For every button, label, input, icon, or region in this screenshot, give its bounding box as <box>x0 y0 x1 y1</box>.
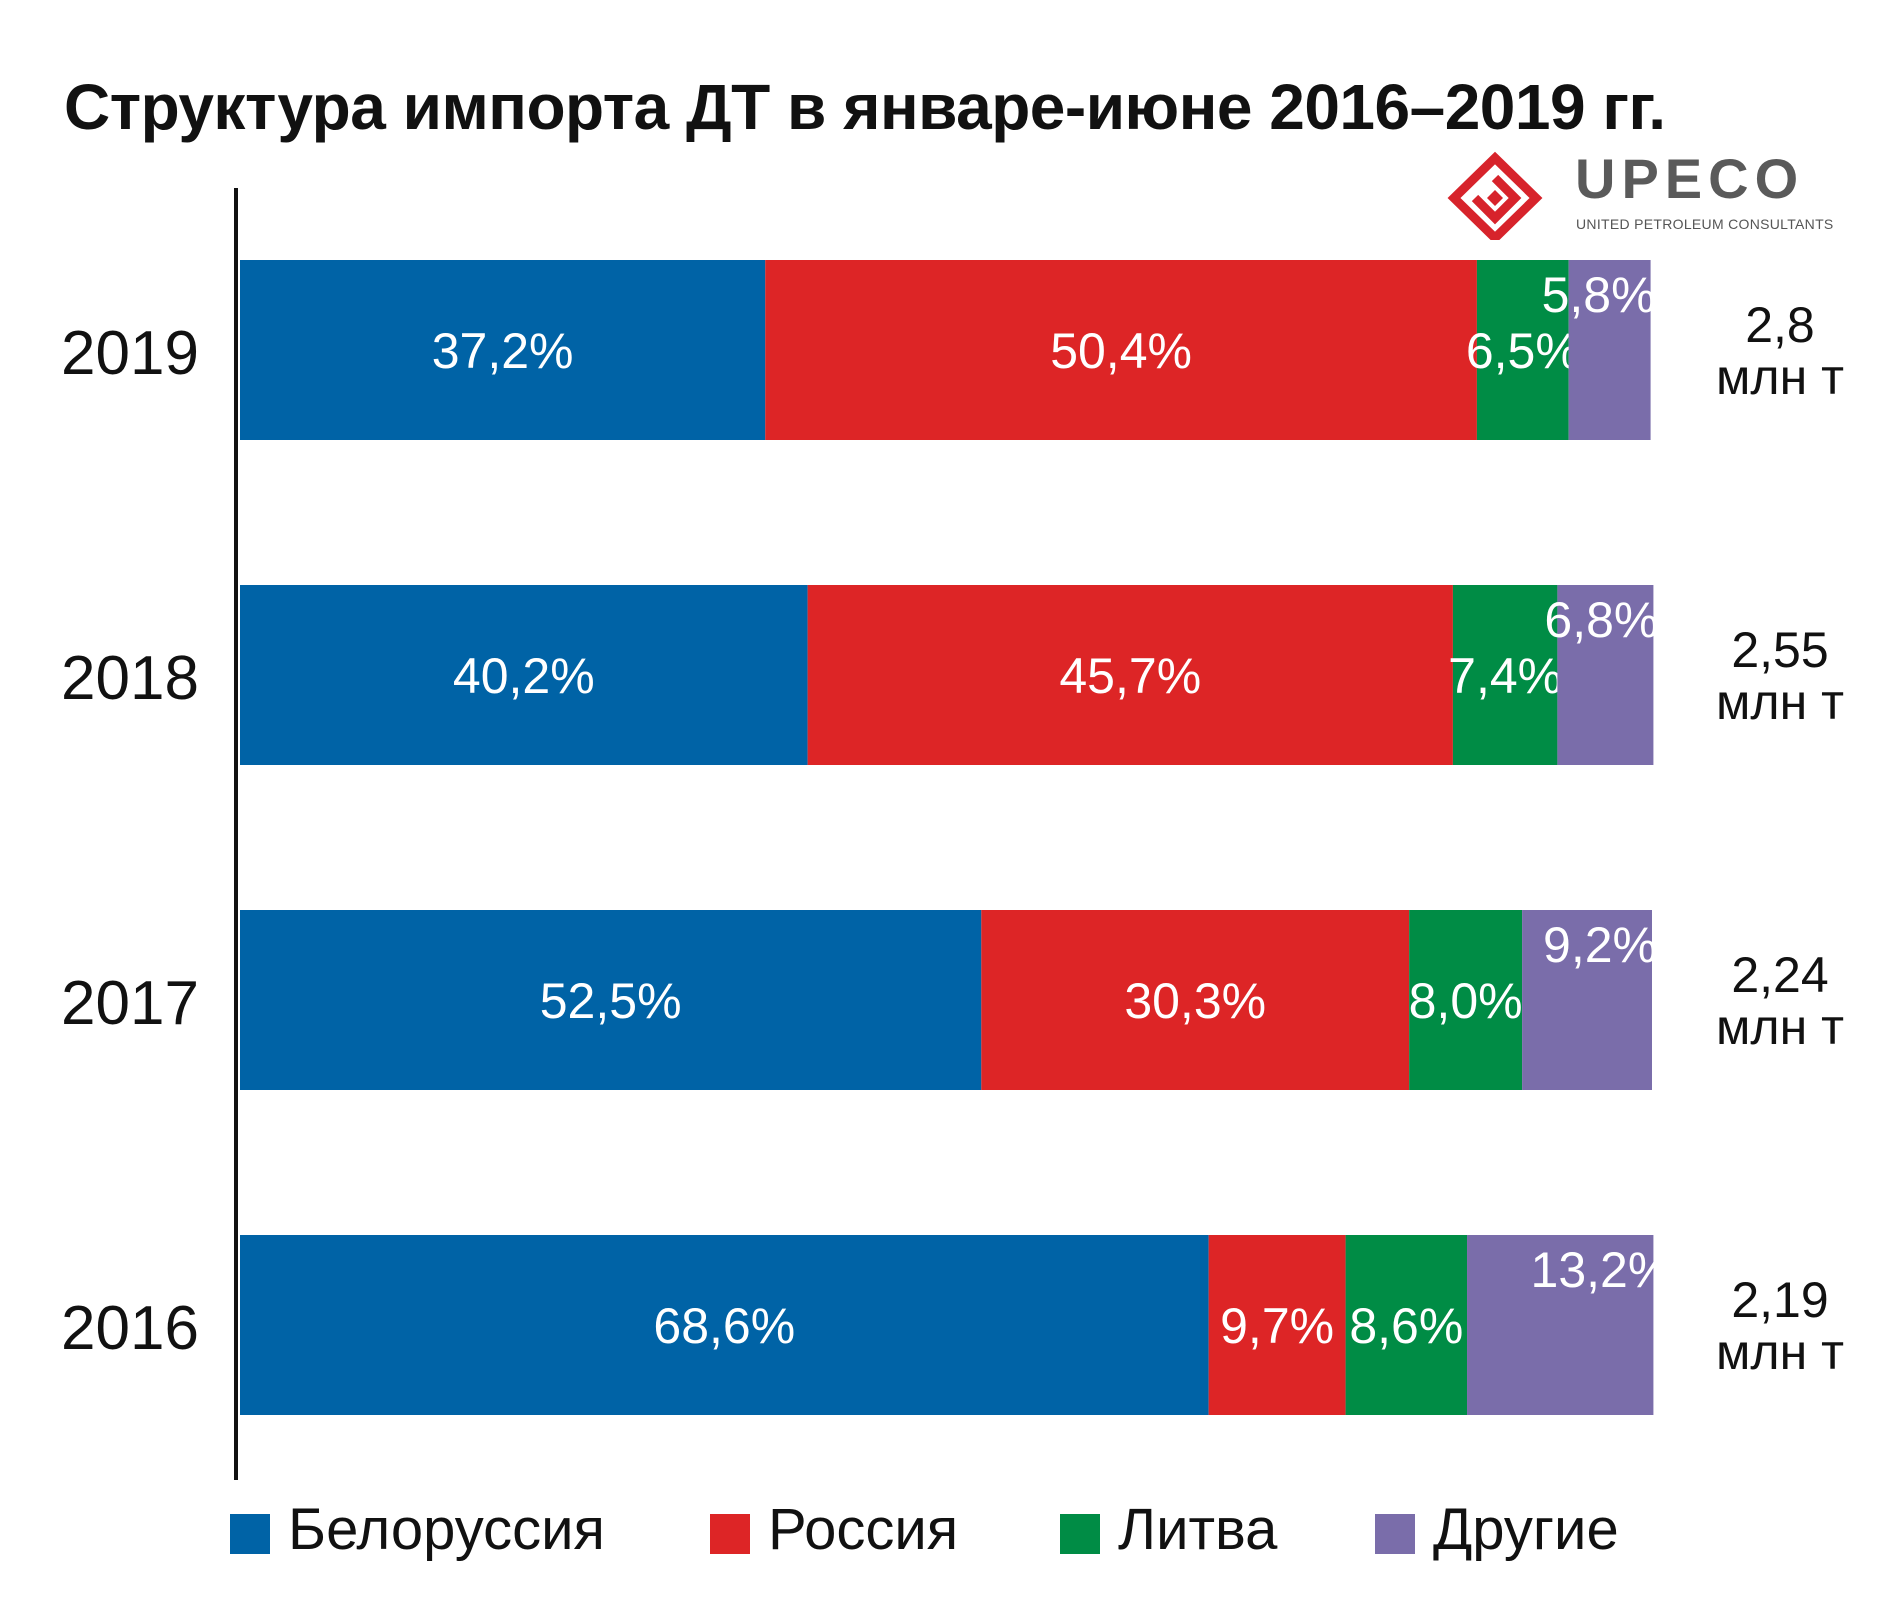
data-label: 9,2% <box>1543 917 1657 973</box>
bar-segment <box>240 910 982 1090</box>
data-label: 37,2% <box>432 323 574 379</box>
data-label: 8,0% <box>1409 973 1523 1029</box>
bar-segment <box>240 585 808 765</box>
data-label: 6,5% <box>1466 323 1580 379</box>
bar-segment <box>1409 910 1523 1090</box>
legend-swatch <box>1375 1514 1415 1554</box>
bar-segment <box>765 260 1477 440</box>
category-label: 2017 <box>61 969 199 1038</box>
legend-swatch <box>710 1514 750 1554</box>
upeco-emblem-icon <box>1447 151 1543 240</box>
bar-segment <box>1467 1235 1654 1415</box>
total-value: 2,55 <box>1731 622 1828 678</box>
bar-segment <box>1345 1235 1468 1415</box>
data-label: 40,2% <box>453 648 595 704</box>
total-unit: млн т <box>1716 349 1844 405</box>
category-label: 2018 <box>61 644 199 713</box>
legend-swatch <box>230 1514 270 1554</box>
legend-label: Другие <box>1433 1497 1619 1562</box>
bar-segment <box>981 910 1410 1090</box>
bar-segment <box>1476 260 1569 440</box>
logo-subtitle: UNITED PETROLEUM CONSULTANTS <box>1576 216 1834 232</box>
data-label: 68,6% <box>653 1298 795 1354</box>
total-value: 2,24 <box>1731 947 1828 1003</box>
data-label: 7,4% <box>1448 648 1562 704</box>
logo-wordmark: UPECO <box>1575 147 1805 210</box>
bar-segment <box>1557 585 1654 765</box>
total-unit: млн т <box>1716 999 1844 1055</box>
legend-label: Белоруссия <box>288 1497 605 1562</box>
legend-label: Россия <box>768 1497 959 1562</box>
data-label: 30,3% <box>1124 973 1266 1029</box>
legend-swatch <box>1060 1514 1100 1554</box>
bar-segment <box>1208 1235 1346 1415</box>
bar-segment <box>1522 910 1652 1090</box>
bar-segment <box>1568 260 1651 440</box>
bar-segment <box>1452 585 1558 765</box>
total-unit: млн т <box>1716 674 1844 730</box>
bar-segment <box>240 260 766 440</box>
total-value: 2,8 <box>1745 297 1815 353</box>
bar-segment <box>240 1235 1209 1415</box>
legend-label: Литва <box>1118 1497 1278 1562</box>
category-label: 2016 <box>61 1294 199 1363</box>
total-value: 2,19 <box>1731 1272 1828 1328</box>
data-label: 50,4% <box>1050 323 1192 379</box>
data-label: 5,8% <box>1542 267 1656 323</box>
chart-title: Структура импорта ДТ в январе-июне 2016–… <box>64 71 1666 143</box>
bar-segment <box>807 585 1453 765</box>
data-label: 9,7% <box>1220 1298 1334 1354</box>
upeco-logo: UPECO UNITED PETROLEUM CONSULTANTS <box>1440 147 1833 240</box>
data-label: 52,5% <box>540 973 682 1029</box>
data-label: 45,7% <box>1059 648 1201 704</box>
data-label: 13,2% <box>1531 1242 1673 1298</box>
category-label: 2019 <box>61 319 199 388</box>
data-label: 8,6% <box>1349 1298 1463 1354</box>
total-unit: млн т <box>1716 1324 1844 1380</box>
data-label: 6,8% <box>1544 592 1658 648</box>
